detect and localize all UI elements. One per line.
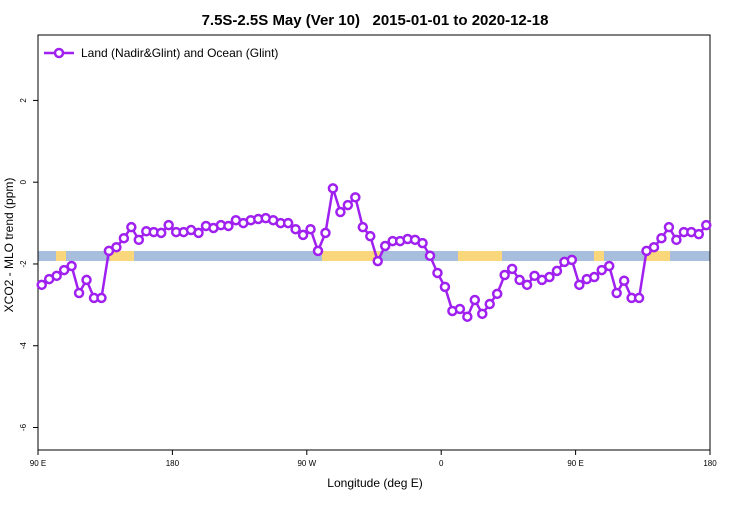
data-point xyxy=(603,260,615,272)
x-tick-label: 90 W xyxy=(297,459,316,468)
data-point xyxy=(574,279,585,291)
data-point xyxy=(81,274,92,286)
data-point xyxy=(126,221,137,233)
y-tick-label: 0 xyxy=(19,179,28,184)
data-point xyxy=(320,227,331,239)
x-axis-label: Longitude (deg E) xyxy=(327,476,422,490)
data-point xyxy=(73,287,85,299)
land-patch xyxy=(594,251,604,261)
data-point xyxy=(58,264,70,276)
data-point xyxy=(521,279,533,291)
data-point xyxy=(693,228,705,240)
data-point xyxy=(379,240,391,252)
data-point xyxy=(357,221,369,233)
data-point xyxy=(312,245,324,257)
data-point xyxy=(365,230,376,242)
data-point xyxy=(193,227,204,239)
data-point xyxy=(133,234,145,246)
data-point xyxy=(477,308,488,320)
data-point xyxy=(648,241,660,253)
data-point xyxy=(327,183,339,194)
land-patch xyxy=(56,251,66,261)
data-point xyxy=(36,279,47,291)
data-point xyxy=(529,270,540,282)
y-tick-label: -4 xyxy=(19,342,28,350)
data-point xyxy=(469,294,481,306)
data-point xyxy=(350,192,361,203)
data-point xyxy=(342,199,354,211)
data-point xyxy=(596,264,607,276)
data-point xyxy=(372,255,383,267)
chart-title: 7.5S-2.5S May (Ver 10) 2015-01-01 to 202… xyxy=(202,12,549,29)
y-tick-label: -2 xyxy=(19,260,28,268)
data-point xyxy=(417,237,428,249)
x-tick-label: 0 xyxy=(439,459,444,468)
data-point xyxy=(656,232,667,244)
data-point xyxy=(163,219,174,231)
data-point xyxy=(544,271,555,283)
land-patch xyxy=(110,251,134,261)
y-axis-label: XCO2 - MLO trend (ppm) xyxy=(2,178,16,313)
x-tick-label: 90 E xyxy=(567,459,583,468)
data-point xyxy=(618,275,630,286)
data-point xyxy=(51,270,62,282)
data-point xyxy=(611,287,622,299)
data-point xyxy=(305,223,316,235)
data-point xyxy=(514,274,525,286)
data-point xyxy=(633,292,645,304)
data-point xyxy=(671,234,682,246)
data-point xyxy=(118,232,130,244)
y-tick-label: -6 xyxy=(19,423,28,431)
data-point xyxy=(290,223,301,235)
land-patch xyxy=(646,251,670,261)
data-point xyxy=(282,217,294,229)
data-point xyxy=(663,221,675,233)
data-point xyxy=(589,271,600,283)
data-point xyxy=(499,269,510,281)
data-point xyxy=(454,303,466,315)
data-point xyxy=(66,260,77,272)
land-patch xyxy=(458,251,502,261)
legend-marker xyxy=(53,47,65,59)
data-point xyxy=(484,298,495,310)
plot-frame xyxy=(37,34,711,451)
data-point xyxy=(111,241,122,253)
data-point xyxy=(439,281,451,293)
data-point xyxy=(462,311,473,322)
data-point xyxy=(96,292,107,304)
data-point xyxy=(506,263,518,275)
data-point xyxy=(701,219,712,231)
legend-label: Land (Nadir&Glint) and Ocean (Glint) xyxy=(81,46,278,60)
data-point xyxy=(432,267,443,279)
land-ocean-strip xyxy=(38,251,710,261)
data-point xyxy=(297,229,309,241)
data-point xyxy=(491,288,503,300)
data-point xyxy=(223,220,234,232)
data-point xyxy=(566,254,578,266)
x-tick-label: 180 xyxy=(703,459,717,468)
x-tick-label: 180 xyxy=(166,459,180,468)
data-point xyxy=(551,265,563,277)
data-point xyxy=(424,250,436,262)
y-tick-label: 2 xyxy=(19,98,28,103)
data-point xyxy=(155,227,167,239)
x-tick-label: 90 E xyxy=(30,459,46,468)
land-patch xyxy=(322,251,380,261)
data-point xyxy=(335,206,346,218)
